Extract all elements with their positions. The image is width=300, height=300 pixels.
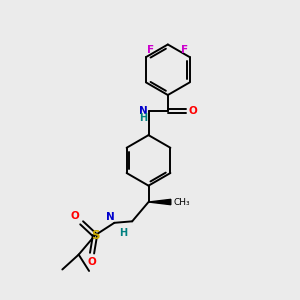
Text: CH₃: CH₃ (174, 197, 190, 206)
Text: N: N (106, 212, 114, 222)
Text: O: O (88, 257, 96, 267)
Text: S: S (91, 229, 99, 242)
Text: F: F (147, 45, 155, 55)
Text: O: O (188, 106, 197, 116)
Text: O: O (70, 211, 79, 221)
Text: H: H (140, 113, 148, 123)
Text: H: H (119, 228, 127, 238)
Text: N: N (139, 106, 148, 116)
Text: F: F (181, 45, 188, 55)
Polygon shape (148, 199, 171, 205)
